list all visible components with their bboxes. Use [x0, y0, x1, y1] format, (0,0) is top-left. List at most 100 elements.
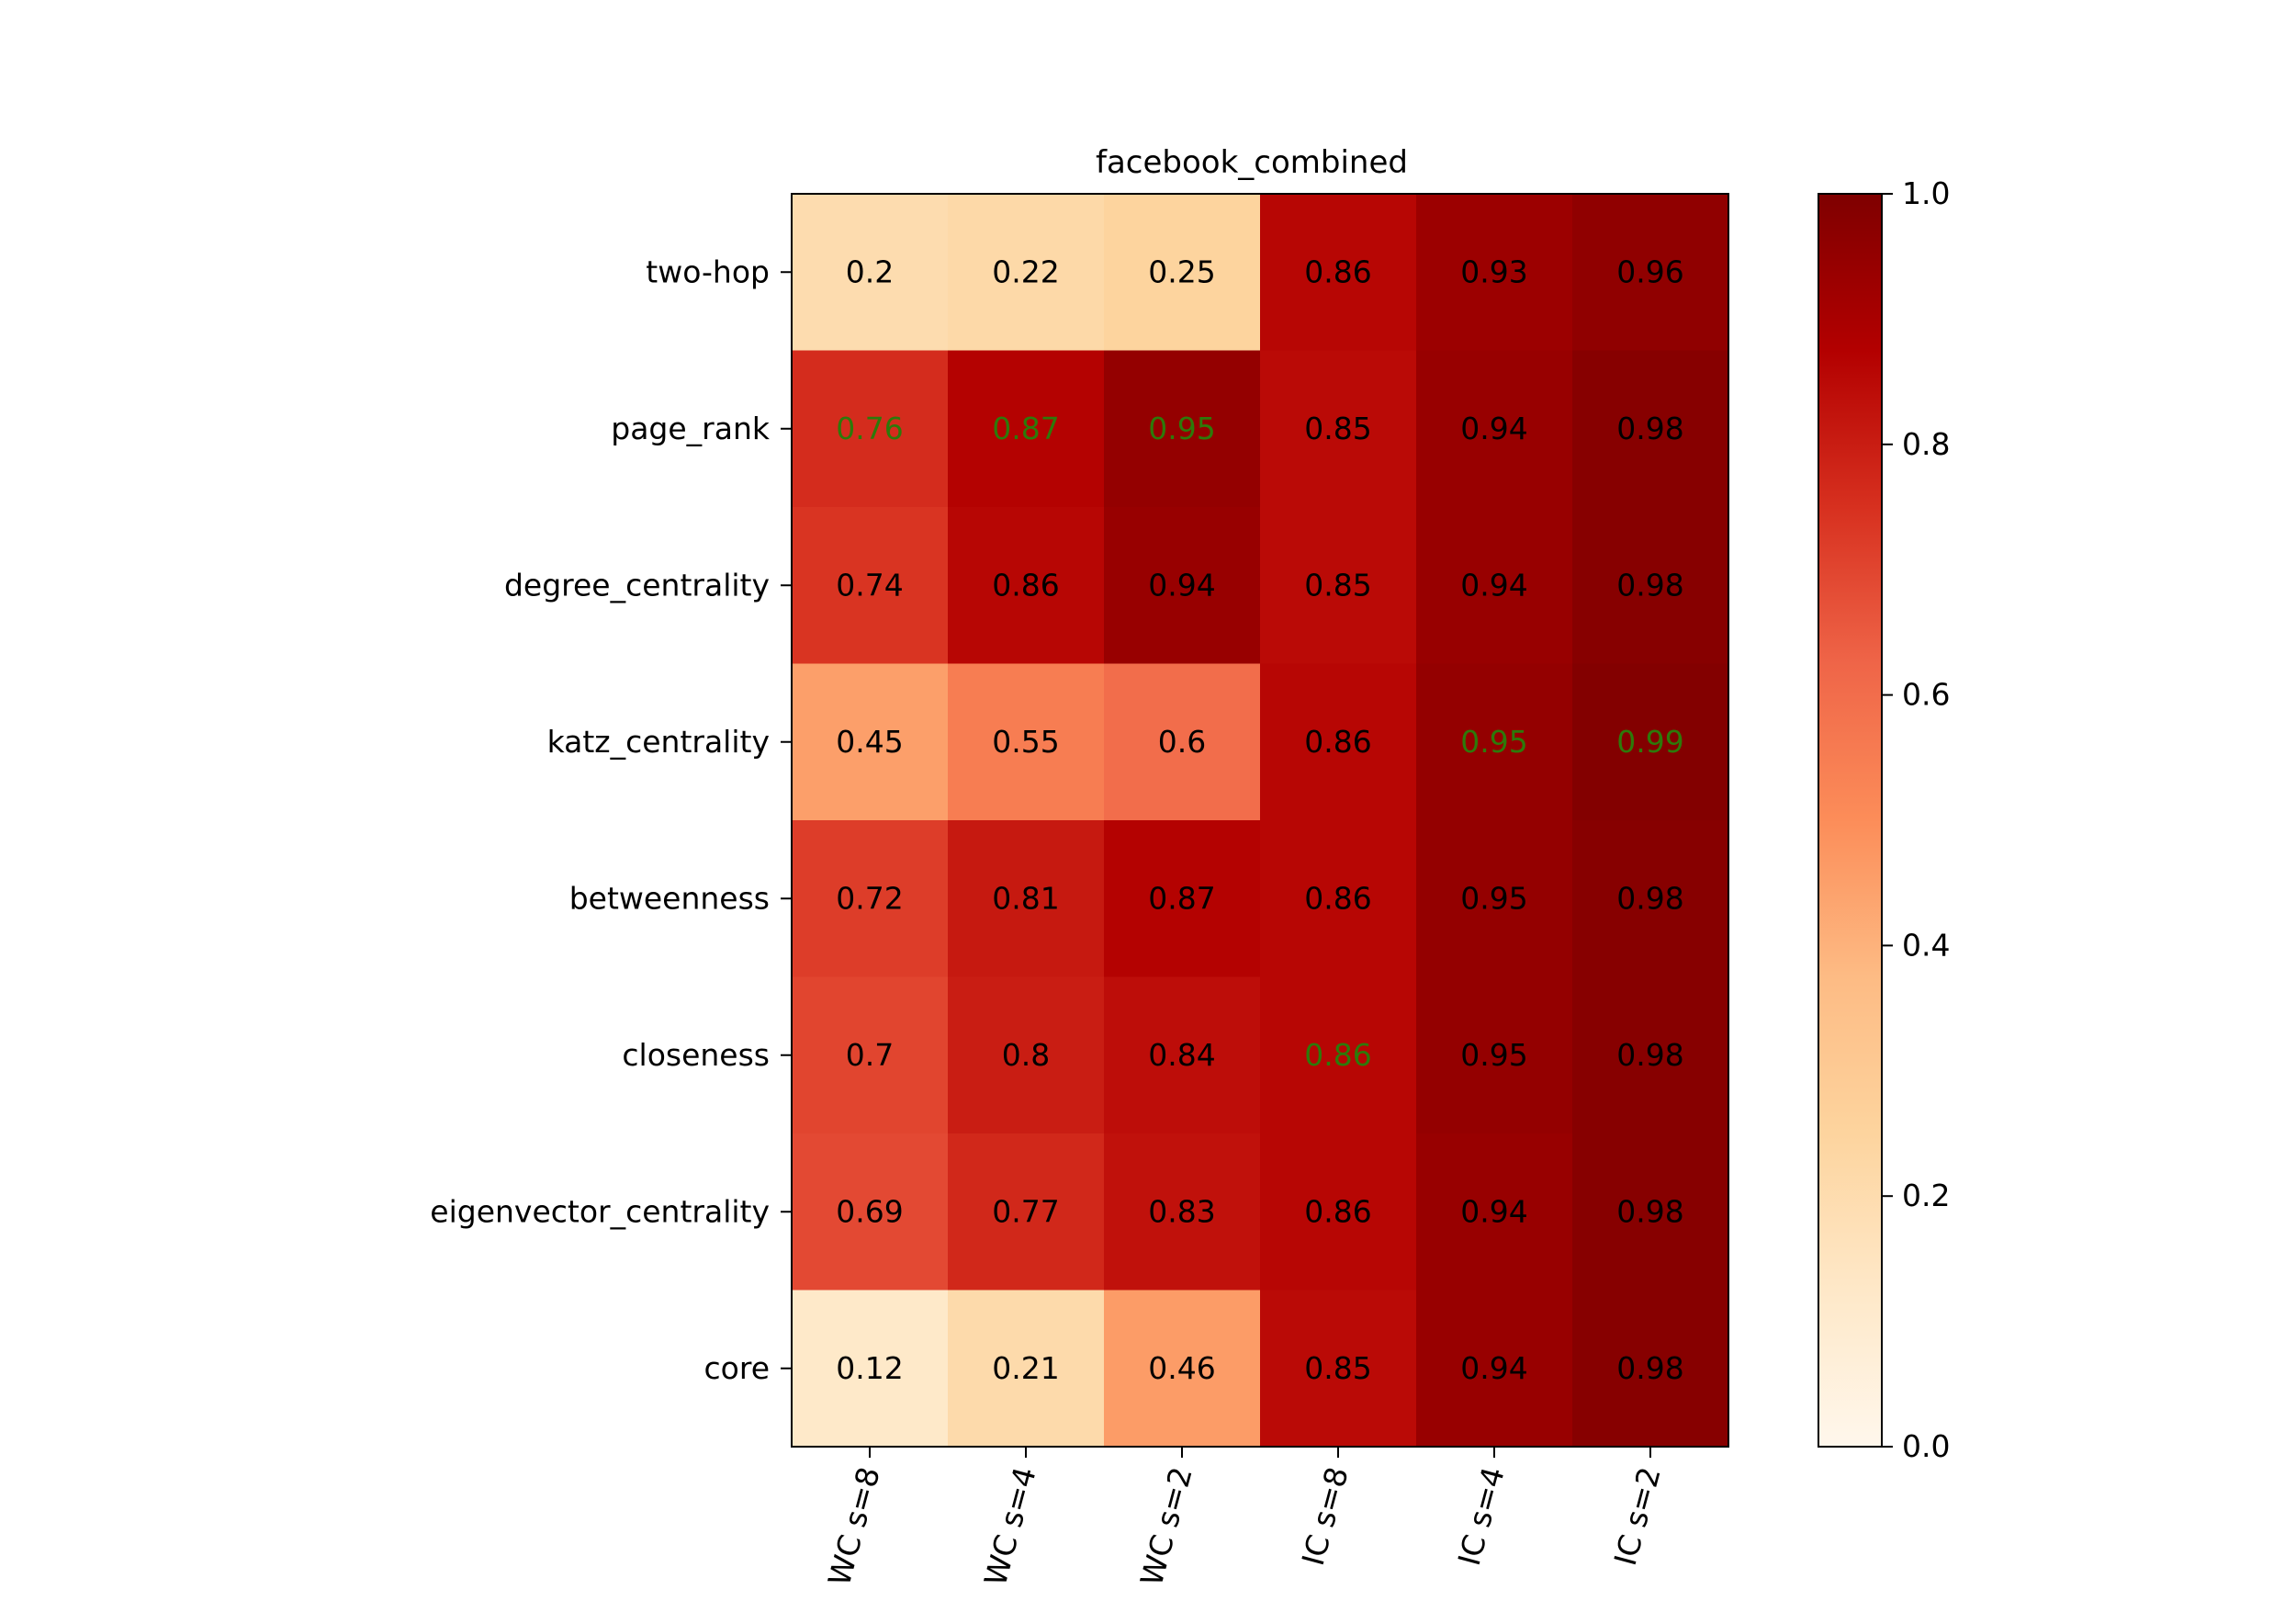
cell-value-label: 0.85	[1304, 567, 1371, 603]
cell-value-label: 0.69	[836, 1193, 903, 1229]
cell-value-label: 0.55	[992, 724, 1059, 760]
heatmap-cell	[948, 820, 1105, 978]
cell-value-label: 0.98	[1616, 1037, 1683, 1073]
heatmap-cells	[792, 194, 1729, 1448]
heatmap-cell	[1104, 194, 1261, 352]
colorbar-frame	[1818, 193, 1883, 1448]
heatmap-cell	[792, 350, 949, 508]
heatmap-cell	[1260, 507, 1417, 665]
y-tick-label: two-hop	[646, 254, 770, 289]
cell-value-label: 0.21	[992, 1350, 1059, 1386]
heatmap-cell	[1416, 194, 1573, 352]
cell-value-label: 0.87	[992, 411, 1059, 446]
colorbar-tick-label: 1.0	[1902, 175, 1950, 211]
heatmap-cell	[792, 194, 949, 352]
cell-value-label: 0.86	[1304, 880, 1371, 916]
cell-value-label: 0.96	[1616, 254, 1683, 289]
cell-value-label: 0.94	[1148, 567, 1215, 603]
y-tick-label: eigenvector_centrality	[430, 1193, 770, 1229]
x-tick-label: WC s=4	[977, 1463, 1043, 1590]
x-tick-label: IC s=8	[1295, 1463, 1356, 1569]
cell-value-label: 0.86	[1304, 1193, 1371, 1229]
heatmap-cell	[1104, 1133, 1261, 1291]
colorbar: 0.0 0.2 0.4 0.6 0.8 1.0	[1818, 175, 1950, 1464]
y-axis: two-hop page_rank degree_centrality katz_ce…	[430, 254, 792, 1386]
cell-value-label: 0.98	[1616, 1350, 1683, 1386]
cell-value-label: 0.99	[1616, 724, 1683, 760]
heatmap-cell	[948, 194, 1105, 352]
y-tick-label: page_rank	[611, 411, 771, 446]
cell-value-label: 0.86	[1304, 254, 1371, 289]
cell-value-label: 0.8	[1002, 1037, 1050, 1073]
heatmap-cell	[1572, 507, 1729, 665]
cell-value-label: 0.86	[992, 567, 1059, 603]
cell-value-label: 0.93	[1460, 254, 1527, 289]
heatmap-cell	[1260, 820, 1417, 978]
heatmap-cell	[1572, 350, 1729, 508]
y-tick-label: katz_centrality	[547, 724, 770, 760]
cell-value-label: 0.98	[1616, 880, 1683, 916]
colorbar-tick-label: 0.6	[1902, 677, 1950, 713]
heatmap-cell	[1416, 1133, 1573, 1291]
heatmap-cell	[1416, 976, 1573, 1134]
heatmap-cell	[1416, 663, 1573, 821]
cell-value-label: 0.76	[836, 411, 903, 446]
heatmap-cell	[948, 663, 1105, 821]
heatmap-cell	[1104, 1290, 1261, 1448]
chart-title: facebook_combined	[1096, 144, 1408, 181]
heatmap-cell	[1572, 194, 1729, 352]
cell-value-label: 0.83	[1148, 1193, 1215, 1229]
heatmap-cell	[792, 1133, 949, 1291]
heatmap-cell	[1104, 507, 1261, 665]
cell-value-label: 0.2	[846, 254, 894, 289]
cell-value-label: 0.7	[846, 1037, 894, 1073]
cell-value-label: 0.98	[1616, 1193, 1683, 1229]
cell-value-label: 0.94	[1460, 1193, 1527, 1229]
cell-value-label: 0.86	[1304, 724, 1371, 760]
cell-value-label: 0.72	[836, 880, 903, 916]
heatmap-cell	[948, 1290, 1105, 1448]
heatmap-cell	[1260, 194, 1417, 352]
heatmap-cell	[1572, 663, 1729, 821]
cell-value-label: 0.95	[1460, 1037, 1527, 1073]
heatmap-cell	[792, 976, 949, 1134]
heatmap-cell	[1260, 663, 1417, 821]
cell-value-label: 0.46	[1148, 1350, 1215, 1386]
heatmap-cell	[792, 663, 949, 821]
x-axis: WC s=8 WC s=4 WC s=2 IC s=8 IC s=4 IC s=2	[821, 1447, 1668, 1590]
x-tick-label: WC s=8	[821, 1463, 887, 1590]
y-tick-label: degree_centrality	[504, 567, 770, 603]
cell-value-label: 0.85	[1304, 1350, 1371, 1386]
heatmap-cell	[1416, 1290, 1573, 1448]
y-tick-label: betweenness	[569, 880, 770, 916]
heatmap-cell	[1104, 976, 1261, 1134]
cell-value-label: 0.86	[1304, 1037, 1371, 1073]
cell-value-label: 0.12	[836, 1350, 903, 1386]
heatmap-cell	[1572, 1133, 1729, 1291]
heatmap-cell	[948, 350, 1105, 508]
colorbar-tick-label: 0.2	[1902, 1178, 1950, 1213]
x-tick-label: IC s=4	[1451, 1463, 1512, 1569]
heatmap-cell	[1416, 507, 1573, 665]
heatmap-cell	[1572, 976, 1729, 1134]
cell-value-label: 0.95	[1460, 880, 1527, 916]
x-tick-label: WC s=2	[1133, 1463, 1199, 1590]
cell-value-label: 0.98	[1616, 567, 1683, 603]
heatmap-cell	[1416, 350, 1573, 508]
cell-value-label: 0.77	[992, 1193, 1059, 1229]
heatmap-cell	[1104, 820, 1261, 978]
cell-value-label: 0.81	[992, 880, 1059, 916]
cell-value-label: 0.25	[1148, 254, 1215, 289]
cell-value-label: 0.74	[836, 567, 903, 603]
heatmap-cell	[1260, 1133, 1417, 1291]
heatmap-cell	[792, 507, 949, 665]
heatmap-cell	[1572, 1290, 1729, 1448]
heatmap-cell	[792, 1290, 949, 1448]
cell-value-label: 0.22	[992, 254, 1059, 289]
cell-value-label: 0.94	[1460, 567, 1527, 603]
plot-frame	[791, 193, 1729, 1448]
cell-value-label: 0.85	[1304, 411, 1371, 446]
cell-value-label: 0.94	[1460, 411, 1527, 446]
